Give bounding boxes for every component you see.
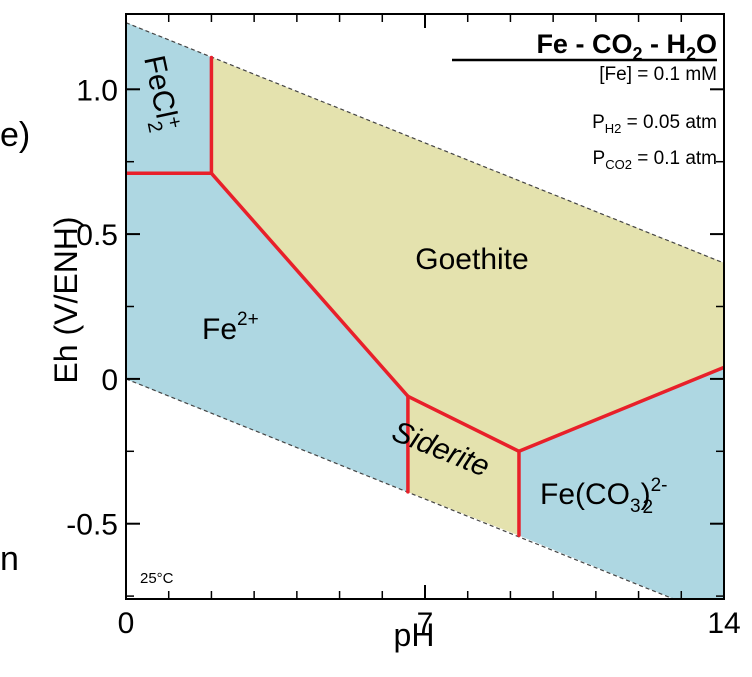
region-label-fe-co3-2: Fe(CO3)2-2	[540, 475, 667, 518]
water-upper-line	[126, 22, 724, 264]
fe-concentration-label: [Fe] = 0.1 mM	[599, 64, 717, 85]
y-tick-label: 1.0	[76, 74, 118, 107]
y-tick-label: 0.5	[76, 219, 118, 252]
y-tick-label: 0	[101, 364, 118, 397]
chart-title: Fe - CO2 - H2O	[536, 29, 717, 64]
boundary-line-3	[209, 171, 410, 399]
water-stability-lines	[126, 22, 724, 599]
tick-labels: 0 7 14 -0.5 0 0.5 1.0	[66, 74, 740, 640]
pco2-label: PCO2 = 0.1 atm	[593, 148, 717, 172]
stability-regions	[126, 22, 724, 599]
boundary-line-7	[517, 365, 724, 454]
left-edge-fragment-2: n	[0, 540, 19, 578]
left-edge-fragment-1: e)	[0, 116, 31, 154]
ph2-label: PH2 = 0.05 atm	[592, 112, 717, 136]
region-label-fe2plus: Fe2+	[202, 309, 259, 346]
temperature-label: 25°C	[140, 570, 174, 587]
boundary-line-5	[406, 394, 521, 454]
x-tick-label: 14	[707, 607, 740, 640]
phase-boundaries	[126, 55, 724, 538]
x-axis-title: pH	[394, 617, 435, 653]
water-lower-line	[126, 378, 676, 599]
axis-ticks	[125, 14, 725, 599]
region-label-goethite: Goethite	[415, 243, 528, 276]
x-tick-label: 7	[417, 607, 434, 640]
x-tick-label: 0	[118, 607, 135, 640]
y-tick-label: -0.5	[66, 509, 118, 542]
y-axis-title: Eh (V/ENH)	[48, 216, 84, 383]
